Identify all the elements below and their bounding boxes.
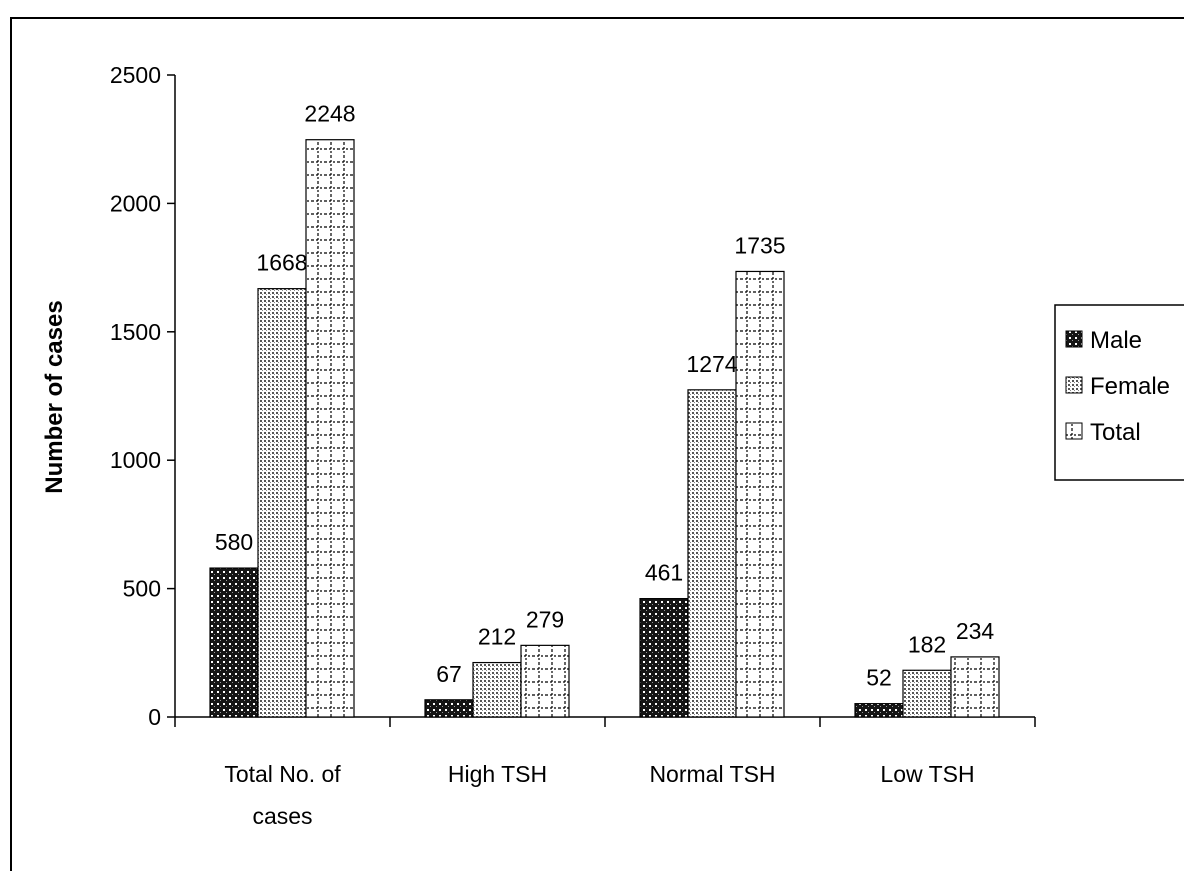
bar-total: [735, 270, 785, 718]
legend-label-male: Male: [1090, 327, 1142, 354]
bar-total: [520, 644, 570, 718]
legend-swatch-female: [1065, 376, 1083, 394]
data-label: 234: [956, 618, 995, 644]
legend-label-female: Female: [1090, 373, 1170, 400]
data-label: 182: [908, 631, 946, 657]
bar-male: [854, 703, 904, 718]
legend: Male Female Total: [1054, 304, 1184, 481]
data-label: 461: [645, 560, 683, 586]
y-tick-label: 0: [148, 704, 161, 730]
bar-male: [639, 598, 689, 718]
legend-label-total: Total: [1090, 419, 1141, 446]
y-tick-label: 2500: [110, 62, 161, 88]
legend-swatch-total: [1065, 422, 1083, 440]
bar-total: [305, 139, 355, 718]
data-label: 67: [436, 661, 462, 687]
y-tick-label: 500: [123, 576, 161, 602]
x-tick-label: Total No. of cases: [224, 761, 341, 829]
data-label: 1274: [686, 351, 737, 377]
legend-swatch-male: [1065, 330, 1083, 348]
bar-female: [902, 669, 952, 718]
data-label: 1668: [256, 250, 307, 276]
data-label: 1735: [734, 232, 785, 258]
labels-group: Total No. of cases 580 1668 2248 High TSH 67 21…: [215, 101, 995, 829]
x-tick-label: Low TSH: [880, 761, 974, 787]
data-label: 52: [866, 665, 892, 691]
bar-female: [687, 389, 737, 718]
data-label: 2248: [304, 101, 355, 127]
bar-male: [209, 567, 259, 718]
y-tick-label: 1000: [110, 447, 161, 473]
y-tick-label: 1500: [110, 319, 161, 345]
bar-total: [950, 656, 1000, 718]
data-label: 212: [478, 624, 516, 650]
x-tick-label: Normal TSH: [649, 761, 775, 787]
data-label: 279: [526, 606, 564, 632]
chart-frame: [10, 17, 1184, 876]
bar-male: [424, 699, 474, 718]
bar-female: [472, 661, 522, 718]
y-axis-title: Number of cases: [41, 300, 68, 493]
x-tick-label: High TSH: [448, 761, 547, 787]
bar-female: [257, 288, 307, 718]
data-label: 580: [215, 529, 253, 555]
y-tick-label: 2000: [110, 190, 161, 216]
bars-group: [209, 139, 1000, 718]
